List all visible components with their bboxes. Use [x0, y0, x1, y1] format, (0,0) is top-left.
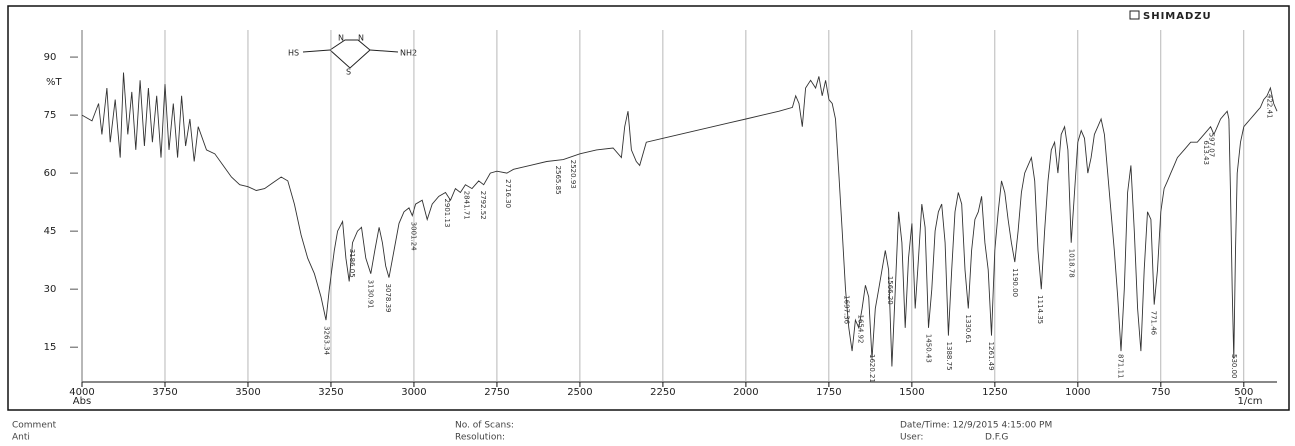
- peak-label: 1620.21: [868, 354, 876, 383]
- structure-label: HS: [288, 49, 299, 58]
- peak-label: 2792.52: [479, 191, 487, 220]
- peak-label: 1388.75: [945, 342, 953, 371]
- footer-text: User:: [900, 433, 923, 443]
- peak-label: 1261.49: [987, 342, 995, 371]
- y-tick-label: 15: [44, 342, 57, 353]
- x-axis-label-right: 1/cm: [1238, 396, 1263, 407]
- x-tick-label: 1500: [899, 387, 924, 398]
- footer-text: No. of Scans:: [455, 421, 514, 431]
- logo-box: [1129, 10, 1140, 20]
- peak-label: 1566.20: [886, 276, 894, 305]
- x-tick-label: 2000: [733, 387, 758, 398]
- peak-label: 613.43: [1202, 140, 1210, 165]
- structure-label: N: [338, 34, 344, 43]
- peak-label: 771.46: [1150, 311, 1158, 336]
- peak-label: 871.11: [1117, 354, 1125, 379]
- footer-text: Date/Time: 12/9/2015 4:15:00 PM: [900, 421, 1052, 431]
- peak-label: 1190.00: [1011, 268, 1019, 297]
- peak-label: 3186.05: [348, 249, 356, 278]
- peak-label: 3263.34: [323, 326, 331, 355]
- peak-label: 2520.93: [569, 160, 577, 189]
- peak-label: 1654.92: [856, 315, 864, 344]
- peak-label: 1018.78: [1068, 249, 1076, 278]
- peak-label: 1450.43: [924, 334, 932, 363]
- peak-label: 2716.30: [504, 179, 512, 208]
- peak-label: 2901.13: [443, 198, 451, 227]
- peak-label: 1330.61: [964, 315, 972, 344]
- x-axis-label-left: Abs: [73, 396, 91, 407]
- footer-text: D.F.G: [985, 433, 1008, 443]
- x-tick-label: 1000: [1065, 387, 1090, 398]
- y-tick-label: 45: [44, 226, 57, 237]
- peak-label: 1114.35: [1036, 295, 1044, 324]
- x-tick-label: 1250: [982, 387, 1007, 398]
- y-tick-label: 75: [44, 110, 57, 121]
- x-tick-label: 2250: [650, 387, 675, 398]
- structure-label: S: [346, 68, 351, 77]
- x-tick-label: 3250: [318, 387, 343, 398]
- peak-label: 2565.85: [554, 166, 562, 195]
- y-tick-label: 30: [44, 284, 57, 295]
- y-axis-label: %T: [46, 77, 63, 88]
- x-tick-label: 3500: [235, 387, 260, 398]
- x-tick-label: 750: [1151, 387, 1170, 398]
- x-tick-label: 1750: [816, 387, 841, 398]
- y-tick-label: 90: [44, 52, 57, 63]
- spectrum-line: [81, 72, 1278, 367]
- x-tick-label: 2750: [484, 387, 509, 398]
- frame: [7, 5, 1290, 411]
- structure-label: N: [358, 34, 364, 43]
- peak-label: 422.41: [1266, 94, 1274, 119]
- x-tick-label: 500: [1234, 387, 1253, 398]
- footer-text: Resolution:: [455, 433, 505, 443]
- x-tick-label: 4000: [69, 387, 94, 398]
- peak-label: 3001.24: [410, 222, 418, 251]
- peak-label: 1697.36: [842, 295, 850, 324]
- peak-label: 530.00: [1230, 354, 1238, 379]
- ring: [329, 39, 371, 69]
- structure-label: NH2: [400, 49, 417, 58]
- footer-text: Comment: [12, 421, 57, 431]
- x-tick-label: 3750: [152, 387, 177, 398]
- peak-label: 3078.39: [384, 284, 392, 313]
- bond: [369, 49, 399, 53]
- footer-text: Anti: [12, 433, 30, 443]
- peak-label: 3130.91: [366, 280, 374, 309]
- peak-label: 2841.71: [462, 191, 470, 220]
- x-tick-label: 3000: [401, 387, 426, 398]
- peak-label: 597.07: [1208, 133, 1216, 158]
- x-tick-label: 2500: [567, 387, 592, 398]
- brand: SHIMADZU: [1143, 11, 1212, 22]
- structure: [302, 39, 399, 69]
- bond: [302, 49, 331, 53]
- y-tick-label: 60: [44, 168, 57, 179]
